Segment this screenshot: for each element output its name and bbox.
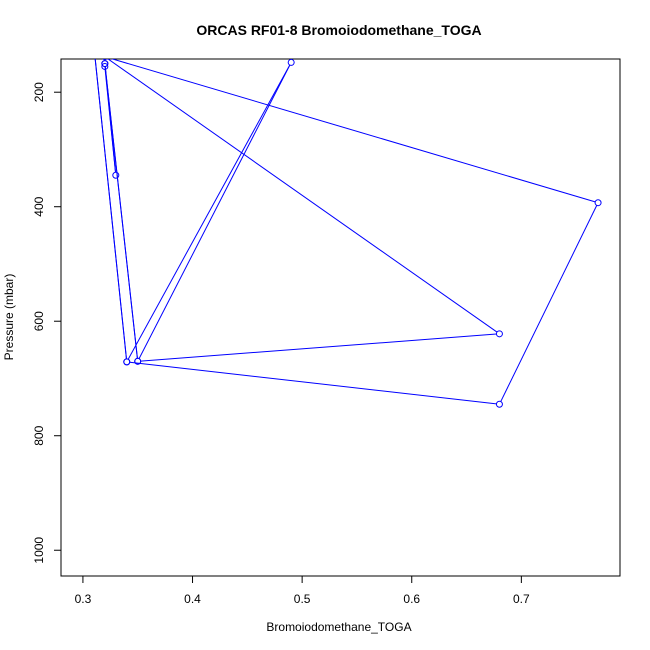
y-tick-label: 600 [32, 311, 46, 331]
x-axis: 0.3 0.4 0.5 0.6 0.7 [75, 575, 530, 606]
series-points [91, 43, 602, 408]
series-line-segment [107, 59, 498, 333]
y-tick-label: 400 [32, 196, 46, 216]
series-line-segment [138, 64, 291, 359]
series-lines [94, 59, 598, 405]
x-axis-label: Bromoiodomethane_TOGA [266, 620, 411, 634]
data-point [102, 59, 108, 61]
data-point [594, 199, 602, 207]
data-point [101, 62, 109, 70]
data-point [91, 43, 97, 49]
data-point [134, 357, 142, 365]
data-point [287, 59, 295, 66]
y-axis-label: Pressure (mbar) [2, 274, 16, 361]
series-line-segment [500, 205, 598, 402]
x-tick-label: 0.3 [75, 592, 92, 606]
plot-area [91, 43, 602, 408]
plot-frame [60, 58, 621, 577]
x-tick-label: 0.5 [294, 592, 311, 606]
series-line-segment [140, 333, 497, 362]
data-point [101, 60, 109, 68]
x-tick-label: 0.4 [184, 592, 201, 606]
series-line-segment [129, 361, 497, 405]
data-point [495, 400, 503, 408]
data-point [495, 330, 503, 338]
series-line-segment [110, 59, 596, 203]
series-line-segment [104, 66, 138, 359]
y-axis: 200 400 600 800 1000 [32, 82, 62, 564]
series-line-segment [94, 59, 127, 359]
data-point [112, 171, 120, 179]
y-tick-label: 200 [32, 82, 46, 102]
series-line-segment [127, 64, 291, 360]
chart-title: ORCAS RF01-8 Bromoiodomethane_TOGA [196, 22, 481, 38]
x-tick-label: 0.6 [403, 592, 420, 606]
x-tick-label: 0.7 [513, 592, 530, 606]
data-point [123, 358, 131, 366]
y-tick-label: 1000 [32, 537, 46, 564]
y-tick-label: 800 [32, 425, 46, 445]
